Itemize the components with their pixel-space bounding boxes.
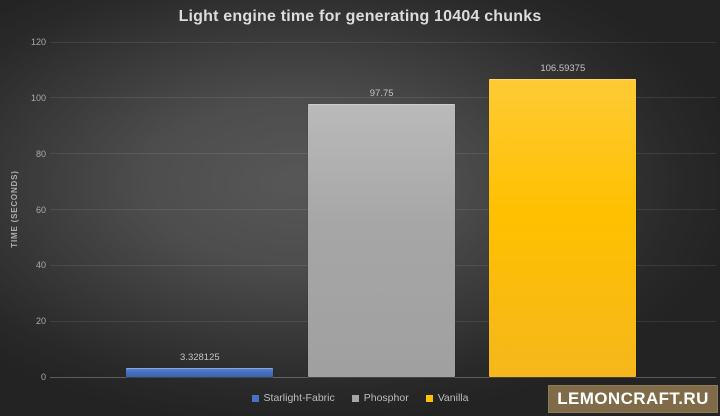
y-tick-label: 100 <box>30 92 46 103</box>
y-tick-label: 20 <box>35 316 46 327</box>
bar-value-label: 3.328125 <box>180 351 220 363</box>
y-tick-label: 80 <box>35 148 46 159</box>
legend-swatch-icon <box>425 394 433 402</box>
legend-label: Starlight-Fabric <box>263 392 335 404</box>
gridline <box>50 41 716 43</box>
bar-value-label: 97.75 <box>369 88 394 100</box>
bar-vanilla <box>489 79 637 377</box>
y-tick-label: 60 <box>35 204 46 215</box>
legend-swatch-icon <box>351 394 359 402</box>
y-tick-label: 0 <box>40 372 46 382</box>
plot-area: 0 20 40 60 80 100 120 3.328125 97.75 106.59375 <box>31 37 716 382</box>
legend-label: Phosphor <box>363 392 409 404</box>
legend: Starlight-Fabric Phosphor Vanilla <box>0 391 720 405</box>
legend-swatch-icon <box>251 394 259 402</box>
legend-label: Vanilla <box>437 392 469 404</box>
gridline <box>50 97 716 99</box>
bar-value-label: 106.59375 <box>540 63 586 75</box>
watermark-badge: LEMONCRAFT.RU <box>548 385 718 413</box>
legend-item-vanilla: Vanilla <box>425 392 469 404</box>
bar-starlight-fabric <box>126 367 274 377</box>
chart-title: Light engine time for generating 10404 c… <box>178 8 542 25</box>
x-axis-line <box>50 376 716 378</box>
y-tick-label: 40 <box>35 260 46 271</box>
y-tick-label: 120 <box>30 37 46 47</box>
legend-item-starlight-fabric: Starlight-Fabric <box>251 392 335 404</box>
legend-item-phosphor: Phosphor <box>351 392 409 404</box>
bar-phosphor <box>308 104 456 377</box>
